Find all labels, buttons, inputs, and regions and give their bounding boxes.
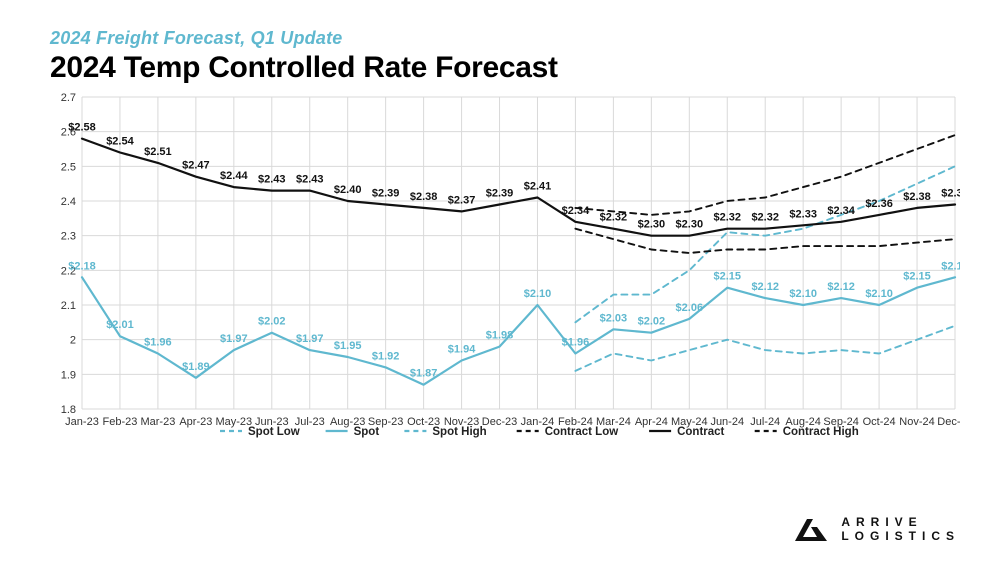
chart-subtitle: 2024 Freight Forecast, Q1 Update [50,28,960,49]
data-label: $2.15 [903,271,931,283]
svg-text:Nov-24: Nov-24 [899,416,934,428]
data-label: $1.87 [410,368,438,380]
data-label: $1.96 [562,337,590,349]
data-label: $2.10 [524,288,552,300]
data-label: $2.47 [182,160,210,172]
svg-text:Dec-24: Dec-24 [937,416,960,428]
series-contract [82,139,955,236]
data-label: $1.89 [182,361,210,373]
svg-text:Apr-23: Apr-23 [179,416,212,428]
svg-text:Jul-24: Jul-24 [750,416,780,428]
data-label: $1.92 [372,350,400,362]
legend-label: Contract [677,426,724,438]
data-label: $2.32 [713,212,741,224]
data-label: $1.96 [144,337,172,349]
legend-label: Spot [354,426,380,438]
data-label: $1.98 [486,330,514,342]
chart-svg: 1.81.922.12.22.32.42.52.62.7Jan-23Feb-23… [50,91,960,471]
data-label: $1.97 [220,333,248,345]
svg-text:May-23: May-23 [215,416,252,428]
svg-text:Apr-24: Apr-24 [635,416,668,428]
data-label: $2.51 [144,146,172,158]
data-label: $2.10 [865,288,893,300]
data-label: $2.18 [941,260,960,272]
brand-logo: ARRIVE LOGISTICS [791,515,960,545]
data-label: $2.41 [524,181,552,193]
data-label: $1.94 [448,343,476,355]
data-label: $2.38 [410,191,438,203]
data-label: $2.02 [258,316,286,328]
data-label: $2.10 [789,288,817,300]
legend-label: Contract High [783,426,859,438]
data-label: $2.43 [258,174,286,186]
svg-text:2.7: 2.7 [61,92,76,104]
data-label: $2.40 [334,184,362,196]
svg-text:2: 2 [70,335,76,347]
data-label: $2.54 [106,135,134,147]
data-label: $2.12 [827,281,855,293]
legend-label: Spot Low [248,426,300,438]
data-label: $2.34 [562,205,590,217]
arrive-logistics-icon [791,515,831,545]
series-spot [82,277,955,384]
data-label: $2.36 [865,198,893,210]
data-label: $1.95 [334,340,362,352]
brand-line-2: LOGISTICS [841,530,960,544]
data-label: $2.01 [106,319,134,331]
svg-text:Oct-24: Oct-24 [863,416,896,428]
data-label: $2.06 [676,302,704,314]
data-label: $2.58 [68,122,96,134]
data-label: $2.32 [600,212,628,224]
data-label: $2.44 [220,170,248,182]
legend-label: Spot High [432,426,486,438]
data-label: $2.37 [448,194,476,206]
data-label: $2.32 [751,212,779,224]
data-label: $2.43 [296,174,324,186]
svg-text:2.5: 2.5 [61,161,76,173]
data-label: $2.18 [68,260,96,272]
data-label: $2.12 [751,281,779,293]
data-label: $2.39 [941,187,960,199]
svg-text:1.8: 1.8 [61,404,76,416]
data-label: $2.39 [372,187,400,199]
chart-title: 2024 Temp Controlled Rate Forecast [50,51,960,85]
data-label: $2.38 [903,191,931,203]
svg-text:Jan-23: Jan-23 [65,416,99,428]
data-label: $2.30 [638,219,666,231]
data-label: $2.15 [713,271,741,283]
svg-text:Feb-23: Feb-23 [103,416,138,428]
svg-text:2.4: 2.4 [61,196,76,208]
data-label: $2.30 [676,219,704,231]
data-label: $2.33 [789,208,817,220]
brand-line-1: ARRIVE [841,516,960,530]
svg-text:1.9: 1.9 [61,369,76,381]
data-label: $2.02 [638,316,666,328]
svg-text:2.3: 2.3 [61,231,76,243]
rate-forecast-line-chart: 1.81.922.12.22.32.42.52.62.7Jan-23Feb-23… [50,91,960,471]
data-label: $1.97 [296,333,324,345]
legend-label: Contract Low [545,426,619,438]
svg-text:Mar-23: Mar-23 [140,416,175,428]
data-label: $2.03 [600,312,628,324]
data-label: $2.34 [827,205,855,217]
data-label: $2.39 [486,187,514,199]
svg-text:Dec-23: Dec-23 [482,416,517,428]
svg-text:2.1: 2.1 [61,300,76,312]
